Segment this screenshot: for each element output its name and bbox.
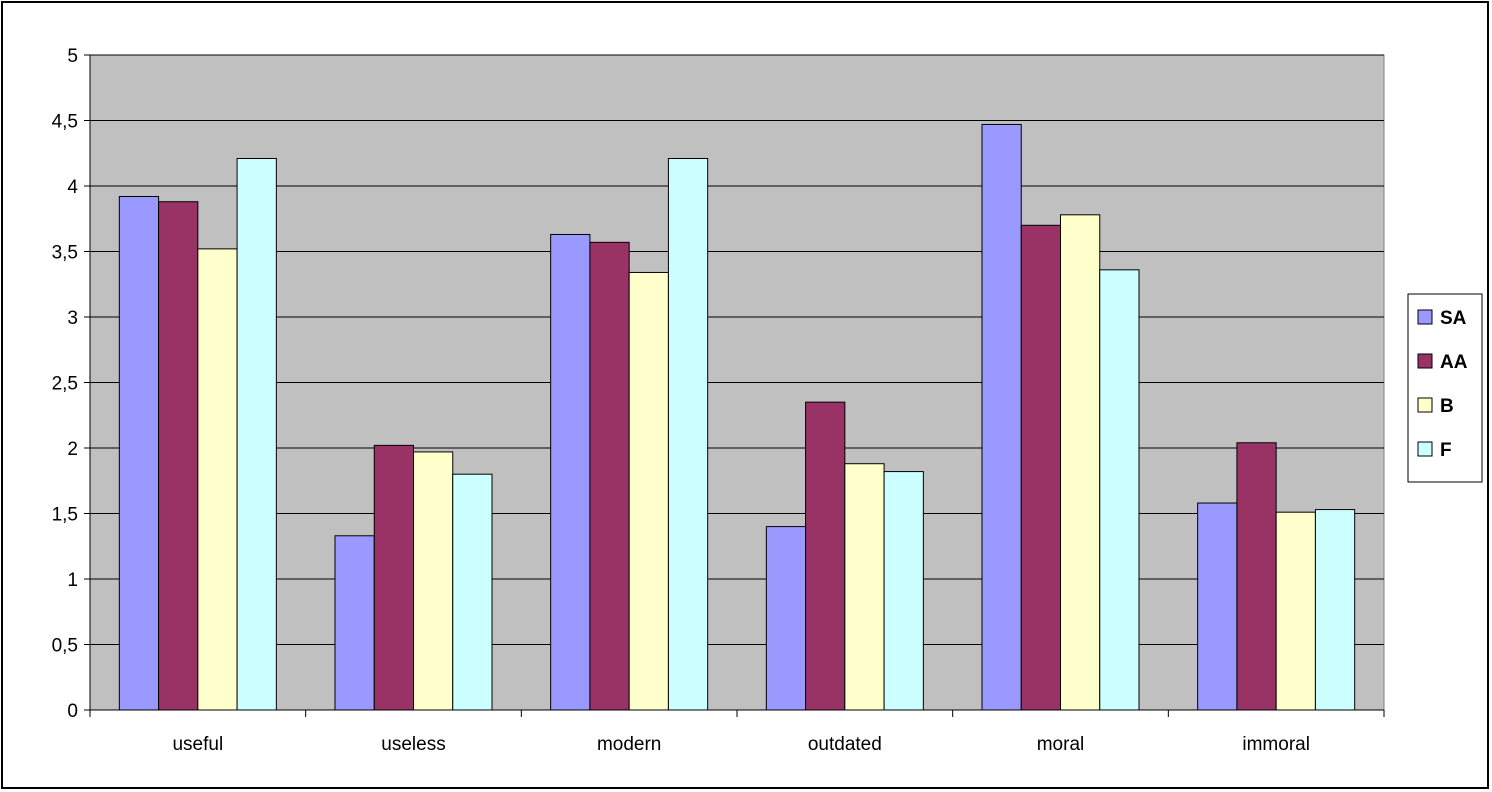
x-tick-label: moral bbox=[1037, 734, 1085, 755]
y-tick-label: 4,5 bbox=[52, 112, 78, 133]
bar-sa-modern bbox=[550, 233, 591, 711]
bar-aa-useful bbox=[158, 201, 199, 711]
x-tick-label: useful bbox=[172, 734, 223, 755]
bar-sa-useless bbox=[334, 535, 375, 711]
bar-b-useless bbox=[413, 451, 454, 711]
bar-sa-useful bbox=[118, 195, 160, 711]
bar-f-useless bbox=[452, 473, 493, 711]
bar-b-moral bbox=[1060, 214, 1101, 711]
legend-swatch-sa bbox=[1417, 309, 1433, 325]
y-tick-label: 2,5 bbox=[52, 374, 78, 395]
legend-label-f: F bbox=[1440, 440, 1452, 461]
legend-swatch-b bbox=[1417, 397, 1433, 413]
bar-sa-moral bbox=[981, 123, 1022, 711]
y-tick-label: 3 bbox=[67, 308, 78, 329]
legend-swatch-f bbox=[1417, 441, 1433, 457]
bar-aa-useless bbox=[373, 444, 414, 711]
bar-sa-outdated bbox=[765, 526, 807, 711]
bar-sa-immoral bbox=[1197, 502, 1238, 711]
y-tick-label: 0,5 bbox=[52, 636, 78, 657]
y-tick-label: 5 bbox=[67, 46, 78, 67]
bar-b-immoral bbox=[1275, 511, 1316, 711]
legend-swatch-aa bbox=[1417, 353, 1433, 369]
legend: SA AA B F bbox=[1407, 293, 1483, 483]
bar-b-outdated bbox=[844, 463, 885, 711]
axes: 0 0,5 1 1,5 2 2,5 3 3,5 4 4,5 5 useful useless modern… bbox=[52, 46, 1385, 755]
y-tick-label: 0 bbox=[67, 701, 78, 722]
y-tick-label: 2 bbox=[67, 439, 78, 460]
x-tick-label: useless bbox=[381, 734, 445, 755]
legend-label-sa: SA bbox=[1440, 308, 1467, 329]
gridlines bbox=[90, 54, 1384, 645]
bar-f-outdated bbox=[883, 471, 924, 711]
bar-b-useful bbox=[197, 248, 238, 711]
bar-f-useful bbox=[236, 157, 277, 711]
bar-f-modern bbox=[667, 157, 709, 711]
y-tick-label: 4 bbox=[67, 177, 78, 198]
x-tick-label: modern bbox=[597, 734, 661, 755]
x-tick-label: immoral bbox=[1242, 734, 1310, 755]
bar-f-immoral bbox=[1314, 509, 1356, 711]
bar-aa-immoral bbox=[1236, 442, 1277, 711]
bar-f-moral bbox=[1099, 269, 1140, 711]
legend-label-aa: AA bbox=[1440, 352, 1468, 373]
bar-b-modern bbox=[628, 271, 669, 711]
x-tick-label: outdated bbox=[808, 734, 882, 755]
y-tick-label: 3,5 bbox=[52, 243, 78, 264]
bar-aa-moral bbox=[1020, 224, 1061, 711]
y-tick-label: 1 bbox=[67, 570, 78, 591]
bar-aa-modern bbox=[589, 241, 630, 711]
bar-aa-outdated bbox=[805, 401, 846, 711]
legend-label-b: B bbox=[1440, 396, 1454, 417]
y-tick-label: 1,5 bbox=[52, 505, 78, 526]
